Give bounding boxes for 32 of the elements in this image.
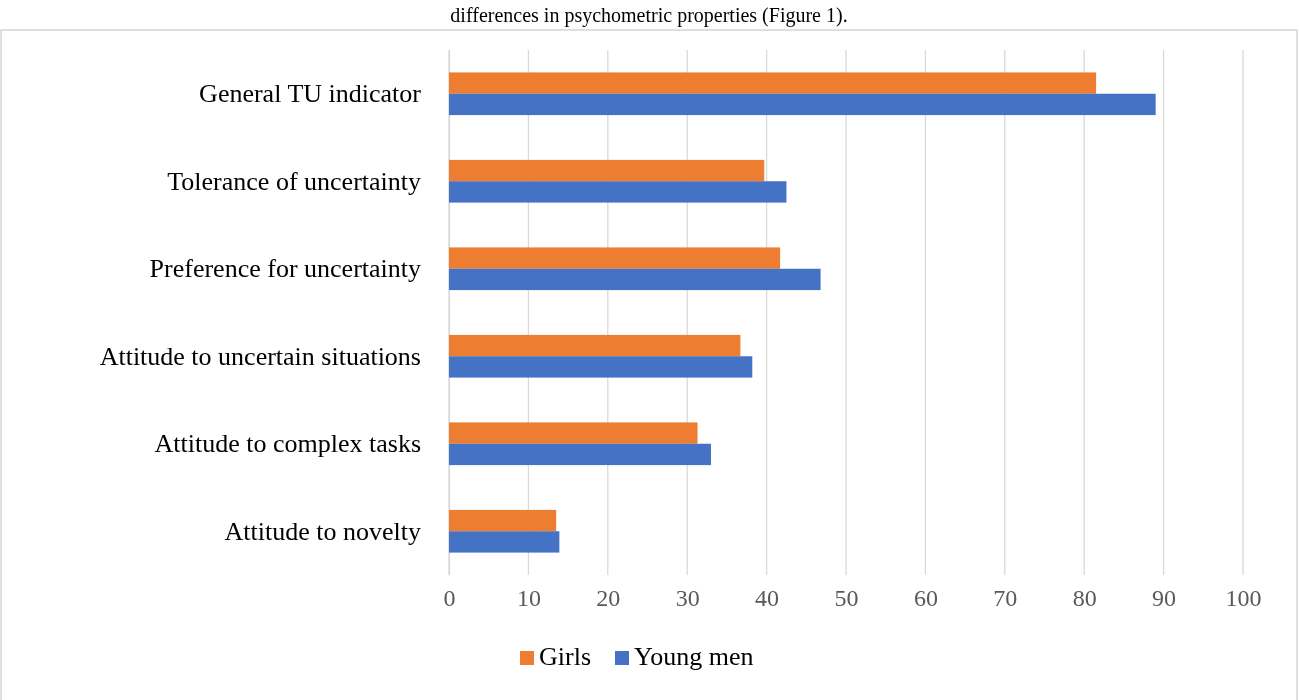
x-tick-label: 50 [834,585,859,612]
bar [449,334,741,357]
bar [449,443,712,466]
bar [449,422,698,444]
bar [449,356,753,378]
x-tick-label: 20 [596,585,621,612]
bar [449,181,787,203]
bar [449,247,781,269]
y-tick-label: Attitude to complex tasks [154,429,421,459]
y-tick-label: General TU indicator [199,79,422,109]
x-tick-label: 60 [913,585,938,612]
bar [449,268,821,291]
bar [449,509,557,532]
legend-label: Young men [634,642,754,671]
y-tick-label: Preference for uncertainty [149,254,421,284]
x-tick-label: 10 [516,585,541,612]
x-tick-label: 90 [1152,585,1177,612]
x-tick-label: 100 [1225,585,1262,612]
x-tick-label: 0 [443,585,456,612]
bar [449,93,1156,116]
x-tick-label: 70 [993,585,1018,612]
x-tick-label: 40 [755,585,780,612]
y-tick-label: Attitude to uncertain situations [99,341,421,371]
bar [449,531,560,553]
x-tick-label: 30 [675,585,700,612]
y-tick-label: Tolerance of uncertainty [167,166,421,196]
x-tick-label: 80 [1072,585,1097,612]
legend-label: Girls [539,642,591,671]
text: differences in psychometric properties (Figure 1). [450,4,848,27]
bar [449,159,765,182]
y-tick-label: Attitude to novelty [224,516,421,546]
bar [449,72,1097,94]
